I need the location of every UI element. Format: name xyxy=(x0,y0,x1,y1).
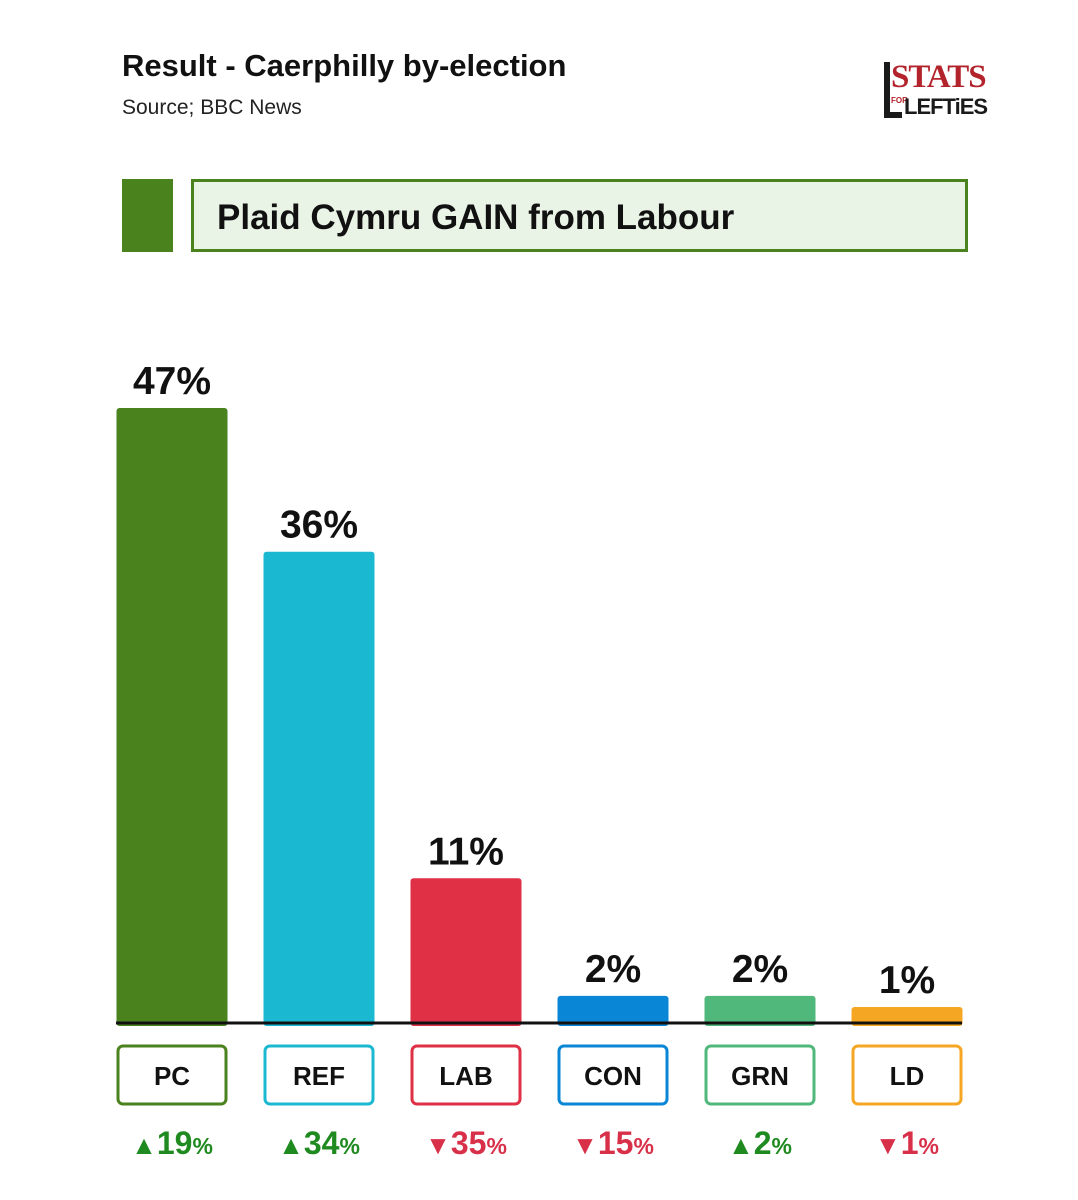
category-box-lab xyxy=(410,1044,522,1106)
category-label-con: CON xyxy=(584,1061,642,1091)
change-lab: ▼35% xyxy=(425,1125,507,1161)
category-box-con xyxy=(557,1044,669,1106)
change-grn: ▲2% xyxy=(728,1125,792,1161)
change-ref: ▲34% xyxy=(278,1125,360,1161)
arrow-up-icon: ▲ xyxy=(131,1130,157,1160)
result-banner-text: Plaid Cymru GAIN from Labour xyxy=(217,198,735,237)
value-label-ld: 1% xyxy=(879,959,935,1002)
change-unit: % xyxy=(486,1133,506,1159)
category-label-ld: LD xyxy=(890,1061,925,1091)
change-ld: ▼1% xyxy=(875,1125,939,1161)
arrow-down-icon: ▼ xyxy=(425,1130,451,1160)
arrow-up-icon: ▲ xyxy=(728,1130,754,1160)
change-unit: % xyxy=(339,1133,359,1159)
change-value: 1 xyxy=(901,1125,919,1161)
category-box-pc xyxy=(116,1044,228,1106)
arrow-down-icon: ▼ xyxy=(572,1130,598,1160)
arrow-down-icon: ▼ xyxy=(875,1130,901,1160)
category-box-grn xyxy=(704,1044,816,1106)
result-banner: Plaid Cymru GAIN from Labour xyxy=(191,179,968,252)
value-label-lab: 11% xyxy=(428,830,504,873)
change-value: 34 xyxy=(304,1125,340,1161)
category-box-ld xyxy=(851,1044,963,1106)
logo-lefties-text: LEFTiES xyxy=(904,94,988,119)
change-pc: ▲19% xyxy=(131,1125,213,1161)
change-unit: % xyxy=(772,1133,792,1159)
category-label-ref: REF xyxy=(293,1061,345,1091)
category-label-lab: LAB xyxy=(439,1061,492,1091)
chart-source: Source; BBC News xyxy=(122,96,302,119)
arrow-up-icon: ▲ xyxy=(278,1130,304,1160)
change-value: 15 xyxy=(598,1125,634,1161)
bar-ref xyxy=(263,551,375,1026)
change-value: 35 xyxy=(451,1125,487,1161)
logo-for-text: FOR xyxy=(891,96,908,105)
chart-title: Result - Caerphilly by-election xyxy=(122,48,567,83)
value-label-con: 2% xyxy=(585,948,641,991)
change-value: 19 xyxy=(157,1125,193,1161)
logo-bracket-horizontal xyxy=(884,112,902,118)
change-con: ▼15% xyxy=(572,1125,654,1161)
bar-grn xyxy=(704,995,816,1026)
category-label-pc: PC xyxy=(154,1061,190,1091)
bar-con xyxy=(557,995,669,1026)
value-label-pc: 47% xyxy=(133,360,211,403)
bar-lab xyxy=(410,878,522,1026)
bar-ld xyxy=(851,1007,963,1026)
logo-bracket-vertical xyxy=(884,62,890,118)
value-label-grn: 2% xyxy=(732,948,788,991)
banner-color-swatch xyxy=(122,179,173,252)
value-label-ref: 36% xyxy=(280,504,358,547)
change-unit: % xyxy=(192,1133,212,1159)
bar-pc xyxy=(116,408,228,1026)
change-unit: % xyxy=(633,1133,653,1159)
change-unit: % xyxy=(919,1133,939,1159)
category-box-ref xyxy=(263,1044,375,1106)
change-value: 2 xyxy=(754,1125,772,1161)
logo-stats-text: STATS xyxy=(891,59,987,95)
category-label-grn: GRN xyxy=(731,1061,789,1091)
stats-for-lefties-logo: STATS FOR LEFTiES xyxy=(884,60,988,120)
